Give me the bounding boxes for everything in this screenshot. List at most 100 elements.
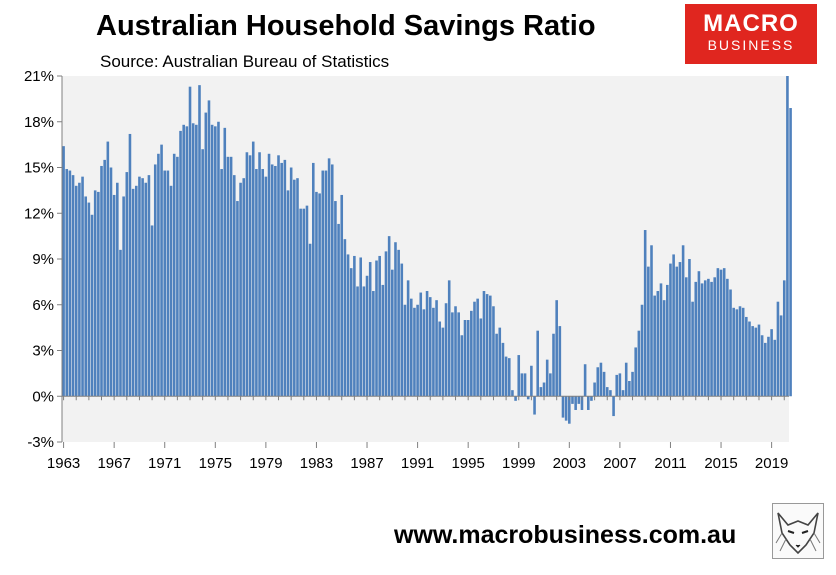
bar <box>372 291 375 397</box>
bar <box>555 300 558 397</box>
bar <box>659 283 663 397</box>
x-tick-label: 1991 <box>401 455 434 472</box>
bar <box>302 208 306 397</box>
bar <box>552 333 555 397</box>
bar <box>530 365 533 397</box>
bar <box>103 159 106 397</box>
bar <box>476 298 479 397</box>
bar <box>558 326 562 397</box>
bar <box>283 159 287 397</box>
bar <box>511 390 514 397</box>
bar <box>523 373 527 397</box>
bar <box>593 382 596 397</box>
x-tick-label: 2003 <box>553 455 586 472</box>
bar <box>217 121 220 397</box>
y-tick-label: 0% <box>32 388 54 405</box>
bar <box>666 284 669 397</box>
bar <box>226 156 230 397</box>
bar <box>334 201 337 397</box>
bar <box>305 205 309 397</box>
chart-title: Australian Household Savings Ratio <box>96 10 596 42</box>
bar <box>90 214 94 397</box>
bar <box>315 191 318 397</box>
bar <box>198 85 201 397</box>
bar <box>764 342 767 397</box>
bar <box>602 371 606 397</box>
y-tick-label: 6% <box>32 297 54 314</box>
bar <box>223 127 227 397</box>
bar <box>365 275 369 397</box>
bar <box>729 289 732 397</box>
bar <box>311 162 315 397</box>
bar <box>460 335 464 397</box>
bar <box>188 86 192 397</box>
bar <box>710 281 713 397</box>
bar <box>653 295 656 397</box>
bar <box>514 396 517 401</box>
bar <box>245 152 249 397</box>
bar <box>138 176 141 397</box>
bar <box>640 304 644 397</box>
bar <box>539 387 543 397</box>
bar <box>346 254 350 397</box>
bar <box>745 316 748 397</box>
bar <box>106 141 110 397</box>
bar <box>482 291 486 397</box>
bar <box>207 100 211 397</box>
bar <box>782 280 786 397</box>
bar <box>741 307 745 397</box>
bar <box>517 355 521 397</box>
bar <box>280 162 283 397</box>
bar <box>308 243 312 397</box>
bar <box>128 133 132 397</box>
bar <box>444 303 448 397</box>
bar <box>274 165 277 397</box>
bar-series <box>62 76 792 424</box>
bar <box>504 356 508 397</box>
x-tick-label: 2011 <box>654 455 686 472</box>
bar <box>643 230 647 397</box>
bar <box>624 362 628 397</box>
bar <box>438 321 442 397</box>
bar <box>258 152 261 397</box>
bar <box>451 312 454 397</box>
bar <box>615 374 619 397</box>
bar <box>68 170 72 397</box>
bar <box>204 112 208 397</box>
bar <box>656 291 660 397</box>
bar <box>119 249 122 397</box>
chart-subtitle: Source: Australian Bureau of Statistics <box>100 52 390 71</box>
bar <box>97 191 100 397</box>
bar <box>662 300 666 397</box>
bar <box>381 284 385 397</box>
bar <box>463 320 467 397</box>
bar <box>694 281 698 397</box>
bar <box>353 255 356 397</box>
bar <box>176 156 179 397</box>
x-tick-label: 1971 <box>148 455 181 472</box>
bar <box>264 176 268 397</box>
bar <box>141 178 144 397</box>
bar <box>359 257 362 397</box>
y-tick-label: -3% <box>27 434 54 451</box>
bar <box>441 327 445 397</box>
bar <box>492 306 495 397</box>
bar <box>160 144 163 397</box>
bar <box>479 318 483 397</box>
bar <box>786 76 789 397</box>
bar <box>400 263 404 397</box>
bar <box>71 175 75 397</box>
bar <box>147 175 151 397</box>
macrobusiness-logo: MACRO BUSINESS <box>685 4 817 64</box>
chart-axes: -3% 0% 3% 6% 9% 12% 15% 18% 21% 1963 1967 1971 1975 1… <box>24 68 789 472</box>
bar <box>87 202 91 397</box>
bar <box>675 266 679 397</box>
bar <box>495 333 498 397</box>
bar <box>419 292 423 397</box>
bar <box>409 298 413 397</box>
bar <box>473 301 476 397</box>
bar <box>299 208 302 397</box>
bar <box>318 193 321 397</box>
bar <box>65 169 69 397</box>
bar <box>447 280 451 397</box>
